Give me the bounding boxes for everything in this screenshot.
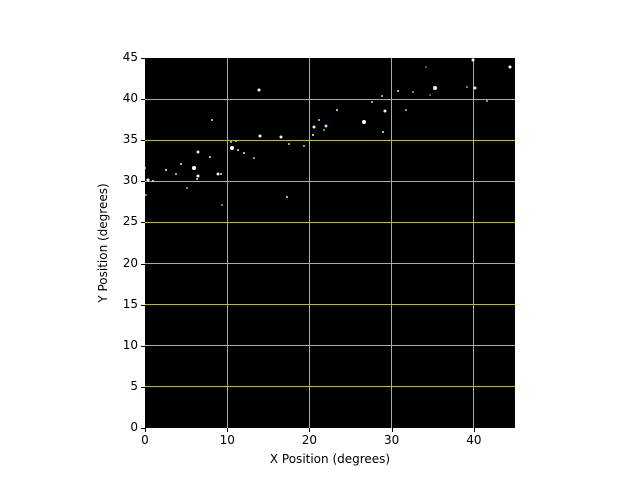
data-point [230, 140, 233, 143]
data-point [164, 168, 167, 171]
x-tick-label-0: 0 [141, 433, 149, 447]
data-point [216, 172, 220, 176]
y-tick-label-45: 45 [122, 50, 138, 64]
data-point [508, 65, 512, 69]
data-point [230, 146, 235, 151]
grid-line-y-5 [145, 386, 515, 388]
data-point [486, 99, 489, 102]
grid-line-x-40 [473, 58, 475, 428]
data-point [466, 85, 469, 88]
plot-area [145, 58, 515, 428]
data-point [146, 178, 150, 182]
data-point [302, 144, 305, 147]
data-point [257, 88, 261, 92]
data-point [286, 195, 289, 198]
y-tick-mark-0 [141, 428, 145, 429]
data-point [221, 204, 224, 207]
grid-line-x-10 [226, 58, 228, 428]
data-point [382, 131, 385, 133]
data-point [236, 149, 239, 152]
data-point [429, 94, 432, 96]
data-point [196, 150, 200, 154]
grid-line-y-15 [145, 304, 515, 306]
data-point [380, 94, 383, 97]
grid-line-x-30 [391, 58, 393, 428]
y-tick-mark-35 [141, 140, 145, 142]
data-point [323, 129, 326, 132]
data-point [145, 194, 147, 197]
grid-line-y-30 [145, 180, 515, 182]
x-tick-mark-0 [145, 428, 146, 432]
y-tick-label-20: 20 [122, 255, 138, 270]
data-point [318, 118, 321, 121]
data-point [279, 135, 283, 139]
data-point [324, 124, 328, 128]
data-point [175, 172, 178, 175]
y-tick-mark-45 [141, 58, 145, 59]
grid-line-y-20 [145, 263, 515, 265]
x-tick-label-10: 10 [219, 433, 235, 447]
data-point [258, 134, 262, 138]
x-tick-label-20: 20 [301, 433, 318, 447]
data-point [311, 134, 314, 137]
y-tick-label-35: 35 [122, 132, 138, 147]
data-point [196, 174, 200, 178]
data-point [425, 66, 428, 69]
data-point [404, 108, 407, 111]
y-tick-mark-20 [141, 263, 145, 265]
data-point [335, 108, 338, 111]
grid-line-x-20 [308, 58, 310, 428]
data-point [196, 177, 199, 180]
data-point [361, 120, 366, 125]
data-point [186, 186, 189, 189]
y-tick-label-15: 15 [122, 296, 138, 311]
data-point [397, 89, 400, 92]
grid-line-y-10 [145, 345, 515, 347]
data-point [253, 157, 256, 160]
data-point [220, 172, 223, 175]
grid-line-y-35 [145, 139, 515, 141]
y-tick-label-0: 0 [130, 420, 138, 434]
data-point [235, 140, 238, 143]
data-point [180, 163, 183, 166]
x-axis-label: X Position (degrees) [269, 452, 391, 466]
y-tick-mark-10 [141, 345, 145, 347]
data-point [471, 58, 475, 62]
x-tick-label-40: 40 [466, 433, 482, 447]
x-tick-mark-20 [309, 428, 311, 432]
grid-line-y-25 [145, 221, 515, 223]
data-point [243, 151, 246, 154]
y-tick-mark-25 [141, 222, 145, 224]
data-point [211, 118, 214, 121]
x-tick-mark-40 [473, 428, 475, 432]
y-axis-label: Y Position (degrees) [95, 183, 110, 303]
y-tick-mark-40 [141, 99, 145, 101]
x-tick-label-30: 30 [384, 433, 400, 447]
data-point [145, 167, 147, 170]
y-tick-mark-5 [141, 386, 145, 388]
data-point [473, 86, 477, 90]
data-point [208, 156, 211, 159]
y-tick-mark-15 [141, 304, 145, 306]
x-tick-mark-10 [227, 428, 229, 432]
data-point [370, 100, 373, 103]
data-point [151, 179, 154, 182]
data-point [412, 90, 415, 93]
x-tick-mark-30 [391, 428, 393, 432]
grid-line-y-40 [145, 98, 515, 100]
y-tick-label-10: 10 [122, 337, 138, 352]
data-point [383, 109, 387, 113]
data-point [191, 166, 196, 171]
data-point [287, 142, 290, 145]
data-point [312, 125, 316, 129]
y-tick-mark-30 [141, 181, 145, 183]
y-tick-label-40: 40 [122, 91, 138, 106]
y-tick-label-25: 25 [122, 214, 138, 229]
y-tick-label-5: 5 [130, 378, 138, 393]
data-point [433, 85, 438, 90]
y-tick-label-30: 30 [122, 173, 138, 188]
